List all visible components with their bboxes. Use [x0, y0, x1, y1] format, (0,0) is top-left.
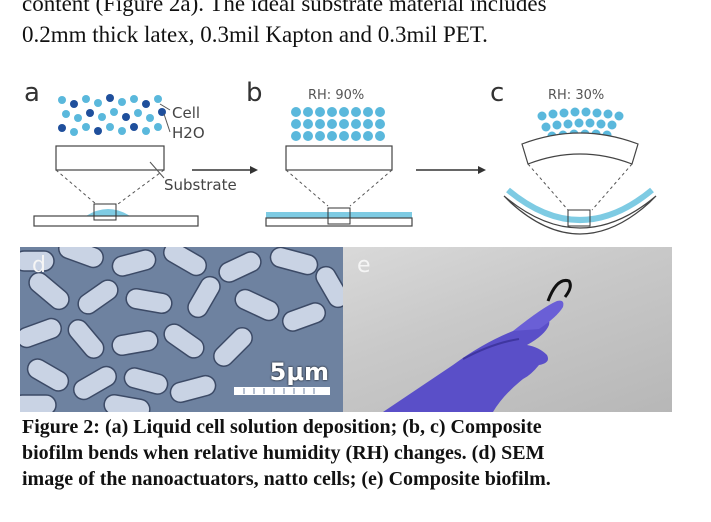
body-paragraph: content (Figure 2a). The ideal substrate…	[22, 0, 694, 50]
scale-bar-label: 5μm	[269, 358, 329, 386]
panel-b-letter: b	[246, 78, 263, 108]
sem-image: d 5μm	[20, 247, 343, 412]
panel-e-letter: e	[357, 253, 371, 278]
panel-a-droplets	[58, 94, 171, 136]
h2o-label: H2O	[172, 124, 205, 142]
panel-b-cells	[291, 107, 385, 141]
biofilm-photo: e	[343, 247, 672, 412]
figure-caption: Figure 2: (a) Liquid cell solution depos…	[22, 414, 682, 492]
panel-c-letter: c	[490, 78, 505, 108]
caption-line-2: biofilm bends when relative humidity (RH…	[22, 442, 545, 464]
cell-label: Cell	[172, 104, 201, 122]
panel-d-letter: d	[32, 253, 46, 278]
caption-line-1: Figure 2: (a) Liquid cell solution depos…	[22, 416, 542, 438]
figure-2-schematic: a b c Cell H2O Substrate RH: 90% RH: 30%	[20, 78, 700, 247]
paragraph-line-2: 0.2mm thick latex, 0.3mil Kapton and 0.3…	[22, 22, 488, 47]
rh-30-label: RH: 30%	[548, 88, 605, 103]
paragraph-line-1: content (Figure 2a). The ideal substrate…	[22, 0, 547, 16]
figure-2-photos: d 5μm e	[20, 247, 672, 412]
substrate-label: Substrate	[164, 176, 237, 194]
caption-line-3: image of the nanoactuators, natto cells;…	[22, 468, 551, 490]
schematic-drawing	[33, 94, 657, 235]
rh-90-label: RH: 90%	[308, 88, 365, 103]
panel-a-letter: a	[24, 78, 40, 108]
glove-hand-drawing	[383, 278, 572, 412]
sem-cells-drawing	[20, 247, 343, 412]
